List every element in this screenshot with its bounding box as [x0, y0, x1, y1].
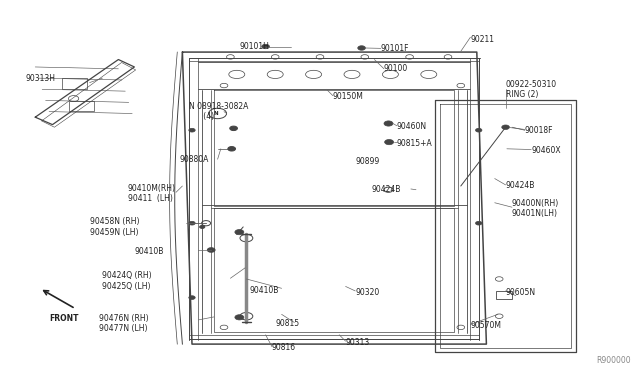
Circle shape: [385, 140, 394, 145]
Circle shape: [358, 46, 365, 50]
Circle shape: [207, 248, 215, 252]
Text: 90899: 90899: [355, 157, 380, 166]
Text: 90880A: 90880A: [179, 155, 209, 164]
Text: 90424B: 90424B: [371, 185, 401, 194]
Circle shape: [189, 221, 195, 225]
Text: 90816: 90816: [272, 343, 296, 352]
Text: 90320: 90320: [355, 288, 380, 296]
Text: 90313H: 90313H: [26, 74, 56, 83]
Text: 90424B: 90424B: [506, 182, 535, 190]
Circle shape: [235, 230, 244, 235]
Text: 90476N (RH)
90477N (LH): 90476N (RH) 90477N (LH): [99, 314, 149, 333]
Text: 90410M(RH)
90411  (LH): 90410M(RH) 90411 (LH): [128, 184, 176, 203]
Text: N 08918-3082A
      (4): N 08918-3082A (4): [189, 102, 248, 121]
Text: 90570M: 90570M: [470, 321, 501, 330]
Text: N: N: [213, 111, 218, 116]
Circle shape: [262, 44, 269, 49]
Circle shape: [189, 128, 195, 132]
Text: 90101F: 90101F: [381, 44, 410, 53]
Circle shape: [200, 225, 205, 228]
Text: 90410B: 90410B: [250, 286, 279, 295]
Text: 90400N(RH)
90401N(LH): 90400N(RH) 90401N(LH): [512, 199, 559, 218]
Text: 90460X: 90460X: [531, 146, 561, 155]
Text: 90815: 90815: [275, 319, 300, 328]
Circle shape: [189, 296, 195, 299]
Text: 90815+A: 90815+A: [397, 139, 433, 148]
Text: 90313: 90313: [346, 338, 370, 347]
Circle shape: [235, 315, 244, 320]
Text: 90211: 90211: [470, 35, 494, 44]
Text: 90100: 90100: [384, 64, 408, 73]
Circle shape: [384, 121, 393, 126]
Circle shape: [502, 125, 509, 129]
Circle shape: [230, 126, 237, 131]
Text: 90460N: 90460N: [397, 122, 427, 131]
Circle shape: [228, 147, 236, 151]
Text: 90018F: 90018F: [525, 126, 554, 135]
Text: FRONT: FRONT: [49, 314, 79, 323]
Text: 90458N (RH)
90459N (LH): 90458N (RH) 90459N (LH): [90, 217, 139, 237]
Text: R900000: R900000: [596, 356, 630, 365]
Text: 90410B: 90410B: [134, 247, 164, 256]
Text: 90605N: 90605N: [506, 288, 536, 296]
Text: 90101H: 90101H: [240, 42, 270, 51]
Circle shape: [476, 221, 482, 225]
Text: 90424Q (RH)
90425Q (LH): 90424Q (RH) 90425Q (LH): [102, 271, 152, 291]
Circle shape: [476, 128, 482, 132]
Text: 00922-50310
RING (2): 00922-50310 RING (2): [506, 80, 557, 99]
Text: 90150M: 90150M: [333, 92, 364, 101]
